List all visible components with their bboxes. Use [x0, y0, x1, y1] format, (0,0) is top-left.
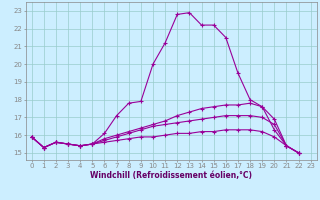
X-axis label: Windchill (Refroidissement éolien,°C): Windchill (Refroidissement éolien,°C): [90, 171, 252, 180]
